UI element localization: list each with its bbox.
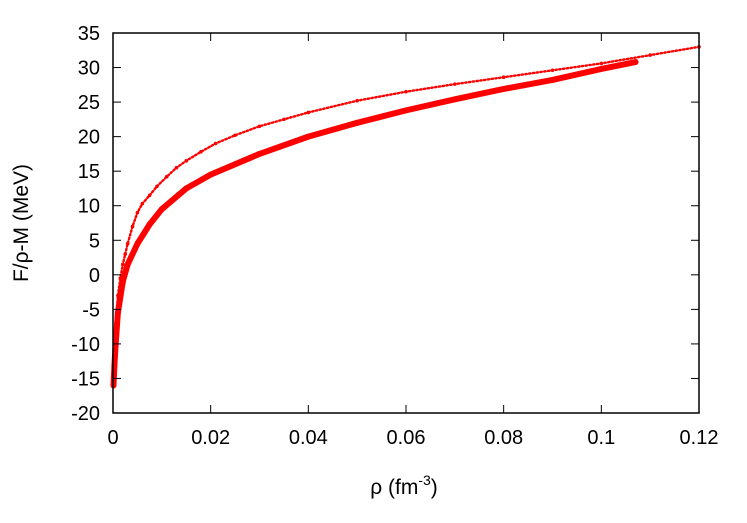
data-point — [282, 117, 286, 122]
data-point — [199, 150, 203, 154]
data-point — [125, 241, 130, 246]
data-point — [257, 124, 262, 129]
data-point — [114, 321, 118, 325]
data-point — [118, 276, 123, 281]
data-point — [453, 82, 457, 86]
data-point — [501, 75, 506, 80]
data-point — [256, 150, 263, 157]
data-series-dense-curve — [110, 59, 639, 389]
data-point — [207, 171, 214, 178]
y-tick-label: -5 — [82, 299, 100, 321]
x-tick-label: 0 — [107, 427, 118, 449]
data-point — [183, 185, 190, 192]
data-curve — [112, 45, 701, 380]
y-axis-title: F/ρ-M (MeV) — [10, 164, 33, 282]
y-tick-label: 10 — [78, 196, 100, 218]
x-tick-label: 0.1 — [587, 427, 615, 449]
y-tick-label: 5 — [89, 230, 100, 252]
y-axis-ticks: -20 -15 -10 -5 0 5 10 15 20 25 30 35 — [71, 23, 699, 425]
data-point — [120, 262, 125, 267]
data-point — [174, 165, 179, 170]
data-point — [632, 59, 639, 66]
data-point — [598, 65, 605, 72]
data-point — [155, 184, 159, 189]
y-tick-label: 20 — [78, 127, 100, 149]
y-tick-label: -15 — [71, 368, 100, 390]
data-series-sparse-points — [111, 45, 701, 381]
x-axis-title-superscript: -3 — [418, 472, 431, 488]
plot-frame — [112, 32, 700, 414]
data-point — [135, 210, 140, 215]
data-point — [184, 159, 189, 163]
data-point — [116, 293, 120, 298]
x-tick-label: 0.06 — [387, 427, 426, 449]
y-tick-label: 30 — [78, 58, 100, 80]
x-tick-label: 0.02 — [191, 427, 230, 449]
data-point — [599, 61, 604, 66]
x-tick-label: 0.12 — [680, 427, 719, 449]
data-point — [213, 141, 218, 146]
data-point — [355, 98, 359, 103]
data-point — [123, 252, 128, 256]
data-point — [500, 85, 507, 92]
x-tick-label: 0.08 — [484, 427, 523, 449]
x-axis-title: ρ (fm-3) — [370, 472, 438, 499]
data-point — [147, 193, 152, 198]
x-tick-label: 0.04 — [289, 427, 328, 449]
data-point — [549, 76, 556, 83]
data-point — [233, 133, 237, 138]
data-point — [134, 240, 141, 247]
data-point — [119, 278, 126, 285]
data-point — [130, 224, 135, 229]
y-tick-label: 25 — [78, 92, 100, 114]
data-point — [648, 53, 652, 57]
y-tick-label: -20 — [71, 403, 100, 425]
data-point — [403, 107, 409, 114]
data-curve — [110, 59, 639, 389]
y-tick-label: 15 — [78, 161, 100, 183]
data-point — [140, 201, 145, 206]
x-axis-ticks: 0 0.02 0.04 0.06 0.08 0.1 0.12 — [107, 33, 718, 449]
data-point — [158, 206, 165, 213]
plot-area — [110, 45, 701, 389]
y-tick-label: 0 — [89, 265, 100, 287]
data-point — [306, 110, 311, 115]
data-point — [550, 68, 555, 73]
data-point — [124, 261, 131, 268]
data-point — [354, 119, 361, 126]
y-tick-label: -10 — [71, 334, 100, 356]
data-point — [451, 96, 458, 103]
data-point — [164, 174, 169, 179]
data-point — [146, 221, 153, 228]
data-point — [404, 89, 408, 94]
y-tick-label: 35 — [78, 23, 100, 45]
data-point — [305, 133, 312, 140]
